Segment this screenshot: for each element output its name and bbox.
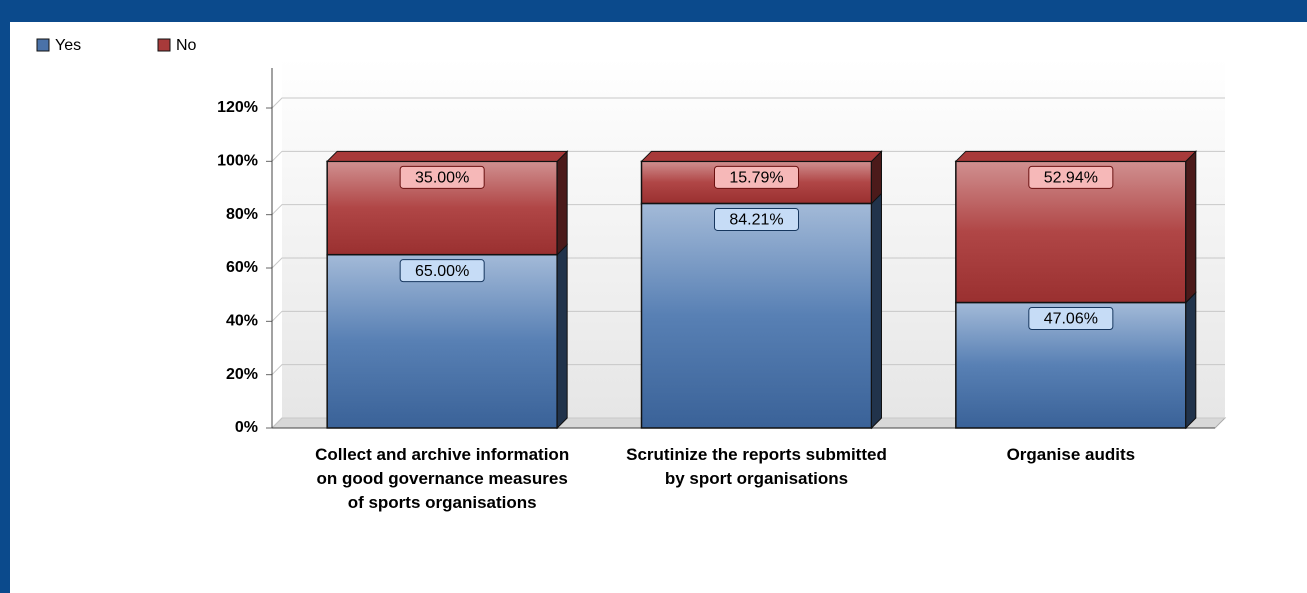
value-label-box [1028, 307, 1114, 331]
grid-line [271, 150, 1225, 162]
value-label-box [714, 165, 799, 189]
x-tick-label: Collect and archive information on good … [315, 445, 570, 512]
bar-top [325, 150, 569, 162]
value-label: 15.79% [729, 170, 783, 187]
legend-swatch [157, 38, 171, 52]
bar-side [1185, 150, 1197, 304]
y-tick-label: 60% [226, 259, 258, 276]
y-tick-label: 20% [226, 366, 258, 383]
legend-label: No [176, 37, 197, 54]
value-label-box [399, 259, 485, 283]
bar [326, 253, 558, 429]
grid-line [271, 204, 1225, 216]
value-label: 84.21% [729, 212, 783, 229]
value-label: 52.94% [1044, 170, 1098, 187]
grid-line [271, 417, 1225, 429]
bar-side [556, 150, 568, 256]
bar-side [1185, 291, 1197, 430]
value-label: 35.00% [415, 170, 469, 187]
bar-side [556, 243, 568, 430]
grid-line [271, 364, 1225, 376]
bar-top [640, 150, 883, 162]
value-label: 65.00% [415, 263, 469, 280]
legend-label: Yes [55, 37, 81, 54]
bar [640, 202, 873, 429]
value-label-box [1028, 165, 1114, 189]
bar-top [954, 150, 1198, 162]
legend-swatch [36, 38, 50, 52]
y-tick-label: 80% [226, 206, 258, 223]
value-label-box [714, 207, 799, 231]
x-tick-label: Organise audits [1006, 445, 1136, 464]
grid-line [271, 257, 1225, 269]
y-tick-label: 0% [235, 419, 258, 436]
grid-line [271, 310, 1225, 322]
y-tick-label: 120% [217, 99, 258, 116]
x-tick-label: Scrutinize the reports submitted by spor… [626, 445, 887, 488]
bar-side [871, 192, 882, 430]
grid-line [271, 97, 1225, 109]
value-label: 47.06% [1044, 311, 1098, 328]
y-tick-label: 40% [226, 313, 258, 330]
y-tick-label: 100% [217, 153, 258, 170]
value-label-box [399, 165, 485, 189]
